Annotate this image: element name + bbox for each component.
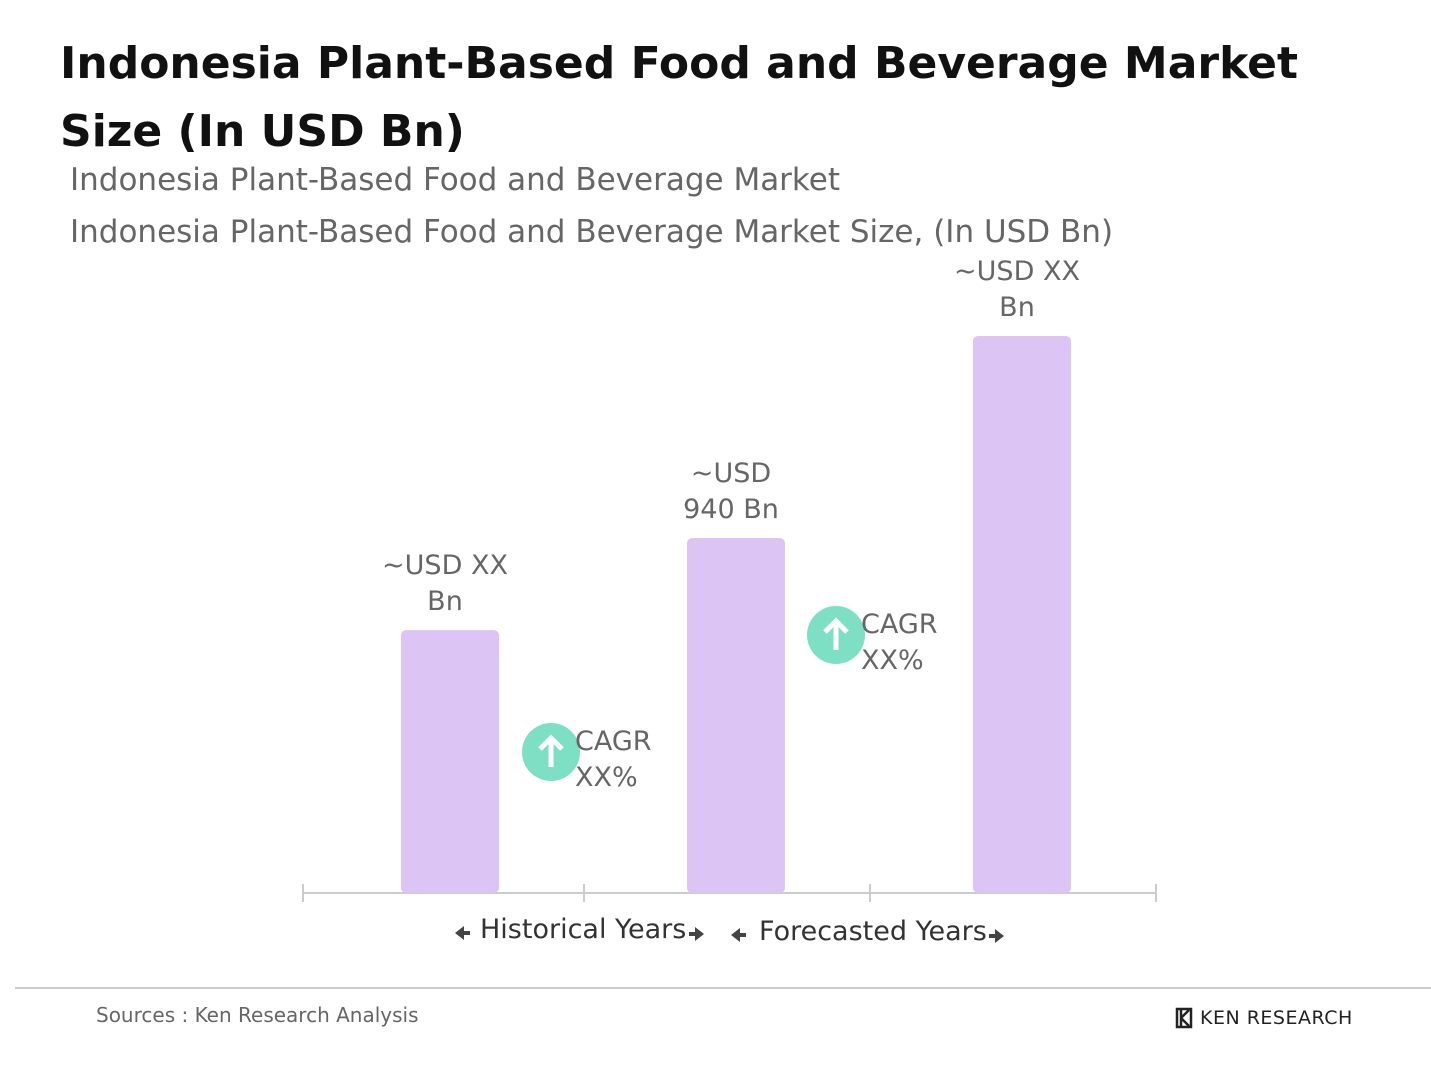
period-label: Forecasted Years [759, 916, 987, 947]
cagr-label: CAGR XX% [575, 726, 652, 793]
value-label: ~USD 940 Bn [683, 458, 779, 526]
logo-text: KEN RESEARCH [1200, 1007, 1353, 1029]
value-label: ~USD XX Bn [382, 550, 508, 618]
chart-title: Indonesia Plant-Based Food and Beverage … [60, 38, 1299, 157]
value-label: ~USD XX Bn [954, 256, 1080, 323]
cagr-label: CAGR XX% [861, 609, 938, 676]
logo-icon [1175, 1007, 1193, 1029]
bar [401, 630, 499, 893]
subtitle: Indonesia Plant-Based Food and Beverage … [70, 214, 1114, 250]
period-arrows [455, 926, 1004, 943]
subtitle: Indonesia Plant-Based Food and Beverage … [70, 162, 841, 198]
source: Sources : Ken Research Analysis [96, 1003, 419, 1027]
cagr-icon [522, 723, 580, 781]
period-label: Historical Years [480, 914, 687, 945]
bar [687, 538, 785, 893]
bar [973, 336, 1071, 893]
cagr-icon [807, 606, 865, 664]
